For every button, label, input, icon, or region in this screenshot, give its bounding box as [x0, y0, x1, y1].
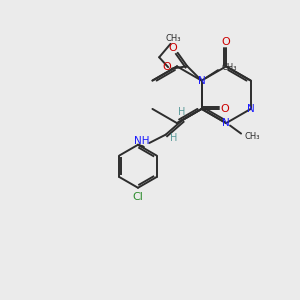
Text: CH₃: CH₃	[245, 132, 260, 141]
Text: N: N	[247, 104, 255, 114]
Text: O: O	[163, 62, 171, 72]
Text: N: N	[198, 76, 206, 85]
Text: CH₃: CH₃	[222, 63, 237, 72]
Text: CH₃: CH₃	[165, 34, 181, 43]
Text: O: O	[222, 37, 230, 47]
Text: H: H	[178, 107, 185, 117]
Text: NH: NH	[134, 136, 150, 146]
Text: H: H	[169, 133, 177, 142]
Text: O: O	[220, 104, 229, 114]
Text: Cl: Cl	[133, 192, 143, 202]
Text: N: N	[222, 118, 230, 128]
Text: O: O	[168, 43, 177, 53]
